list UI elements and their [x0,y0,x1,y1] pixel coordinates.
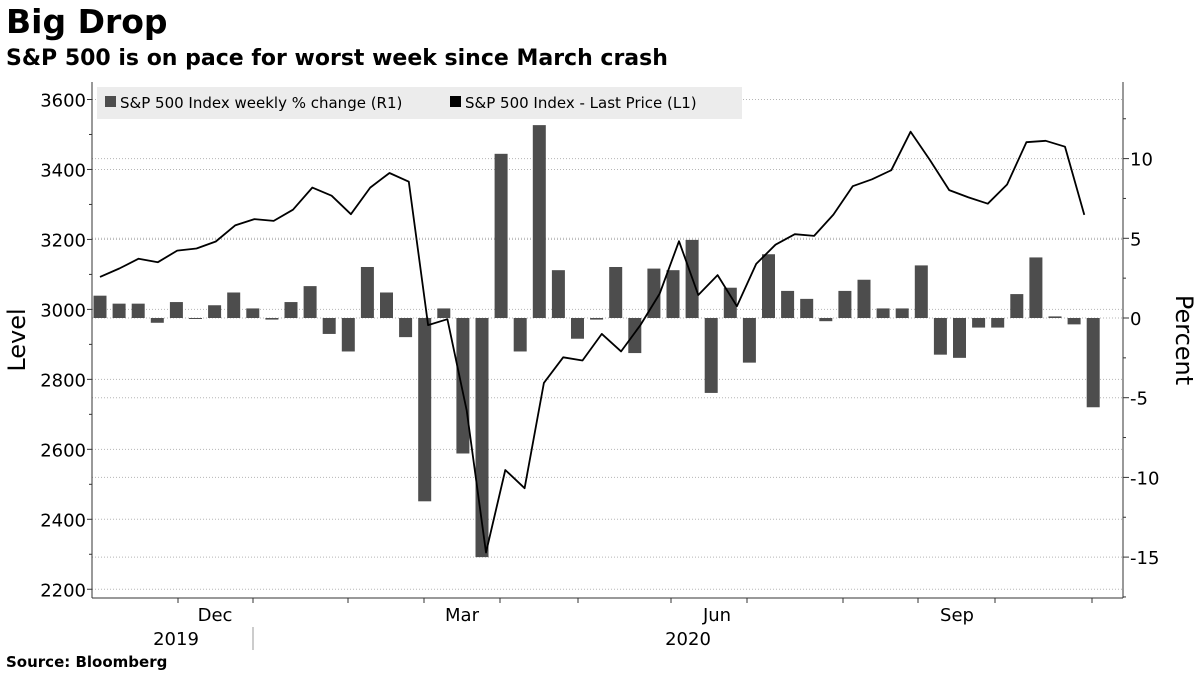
bar [781,290,795,318]
bar [723,287,737,318]
bar [322,318,336,334]
x-label-sep: Sep [940,605,974,626]
bar [551,270,565,318]
bar [933,318,947,355]
bar [647,268,661,318]
bar [742,318,756,363]
bar [1067,318,1081,325]
bar [532,125,546,318]
bar [513,318,527,352]
bar [1048,316,1062,318]
bar [150,318,164,323]
year-label-2020: 2020 [665,629,711,650]
bar [189,318,202,319]
bar [494,153,508,318]
bar [590,318,604,320]
bar [666,270,680,318]
right-tick-label: 0 [1130,309,1141,330]
source-note: Source: Bloomberg [6,653,168,671]
bar [895,308,909,318]
bar [227,292,241,318]
bar [609,266,623,318]
bar [131,303,145,318]
left-tick-label: 3400 [40,160,86,181]
bar [1086,318,1100,408]
axes [87,82,1129,650]
right-tick-label: -10 [1130,468,1159,489]
bar-series [93,125,1100,558]
legend-swatch-line [450,96,461,107]
bar [628,318,642,354]
chart-title: Big Drop [6,2,168,41]
gridlines [92,98,1123,590]
bar [303,286,317,318]
right-tick-label: -5 [1130,389,1148,410]
bar [169,302,183,318]
bar [360,266,374,318]
right-tick-label: -15 [1130,548,1159,569]
bar [704,318,718,393]
right-tick-label: 5 [1130,229,1141,250]
bar [819,318,833,322]
bar [208,305,222,318]
legend-swatch-bar [105,96,116,107]
left-tick-label: 2600 [40,440,86,461]
left-tick-label: 2400 [40,510,86,531]
legend-label-line: S&P 500 Index - Last Price (L1) [465,94,697,112]
bar [953,318,966,358]
bar [762,254,775,318]
bar [1010,294,1024,318]
bar [456,318,470,454]
bar [246,308,260,318]
left-tick-label: 2800 [40,370,86,391]
bar [437,308,451,318]
legend: S&P 500 Index weekly % change (R1) S&P 5… [97,87,742,119]
bar [341,318,355,352]
bar [876,308,890,318]
axis-labels: Level Percent Dec Mar Jun Sep 2019 2020 … [3,90,1198,650]
legend-label-bar: S&P 500 Index weekly % change (R1) [120,94,402,112]
bar [972,318,986,328]
right-axis-title: Percent [1170,295,1198,385]
x-label-dec: Dec [198,605,233,626]
bar [857,279,871,318]
year-label-2019: 2019 [153,629,199,650]
bar [380,292,393,318]
bar [112,303,126,318]
left-tick-label: 2200 [40,580,86,601]
bar [1029,257,1043,318]
x-label-mar: Mar [445,605,480,626]
chart-subtitle: S&P 500 is on pace for worst week since … [6,46,668,71]
bar [571,318,584,339]
x-label-jun: Jun [702,605,731,626]
right-tick-label: 10 [1130,150,1153,171]
bar [93,295,107,318]
bar [399,318,413,338]
bar [838,290,852,318]
left-tick-label: 3000 [40,300,86,321]
bar [265,318,279,320]
line-series [99,130,1086,554]
bar [284,302,298,318]
bar [991,318,1005,328]
left-tick-label: 3200 [40,230,86,251]
bar [800,298,814,318]
left-axis-title: Level [3,308,31,371]
bar [418,318,432,502]
price-line [99,130,1086,554]
legend-background [97,87,742,119]
bar [914,265,928,318]
left-tick-label: 3600 [40,90,86,111]
